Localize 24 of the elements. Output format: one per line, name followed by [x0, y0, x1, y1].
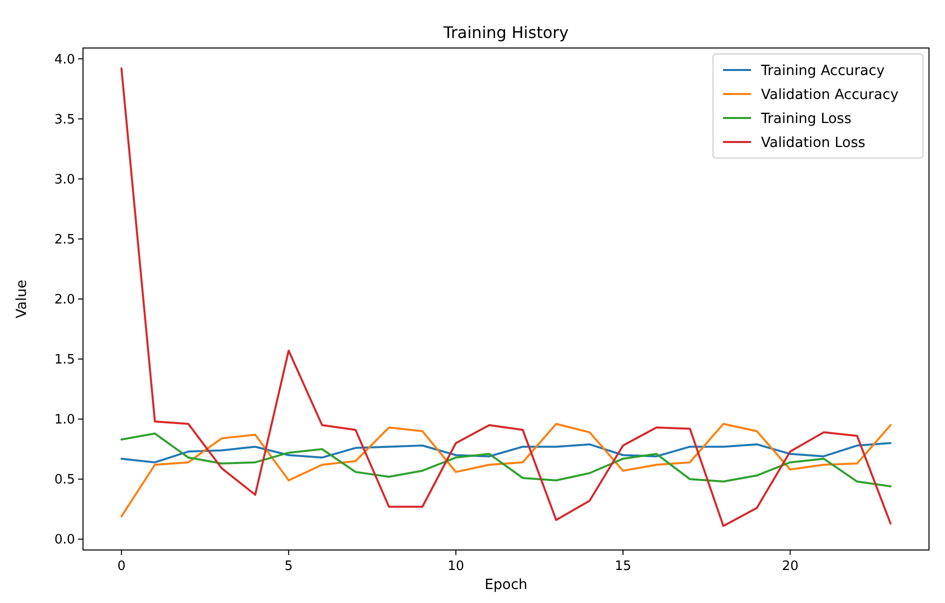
legend-label: Training Loss [760, 111, 852, 127]
chart-title: Training History [442, 23, 569, 42]
line-series [120, 422, 892, 518]
x-tick-label: 15 [614, 559, 632, 574]
y-tick-label: 4.0 [54, 52, 75, 68]
x-tick-label: 20 [782, 559, 799, 574]
x-tick-label: 5 [284, 559, 293, 574]
legend-label: Validation Loss [761, 135, 866, 151]
legend-label: Training Accuracy [760, 63, 885, 79]
line-series [120, 432, 892, 488]
x-tick-label: 10 [448, 559, 464, 574]
y-tick-label: 3.5 [54, 112, 75, 128]
x-axis-title: Epoch [484, 577, 528, 593]
y-tick-label: 0.0 [54, 532, 75, 548]
y-tick-label: 0.5 [54, 472, 75, 488]
y-tick-label: 2.5 [54, 232, 75, 248]
y-tick-label: 1.0 [54, 412, 75, 428]
y-tick-label: 1.5 [54, 352, 75, 368]
legend-label: Validation Accuracy [761, 87, 898, 103]
y-tick-label: 2.0 [54, 292, 75, 308]
y-tick-label: 3.0 [54, 172, 75, 188]
y-axis-title: Value [14, 280, 30, 318]
x-tick-label: 0 [117, 559, 126, 574]
line-series [120, 442, 892, 464]
